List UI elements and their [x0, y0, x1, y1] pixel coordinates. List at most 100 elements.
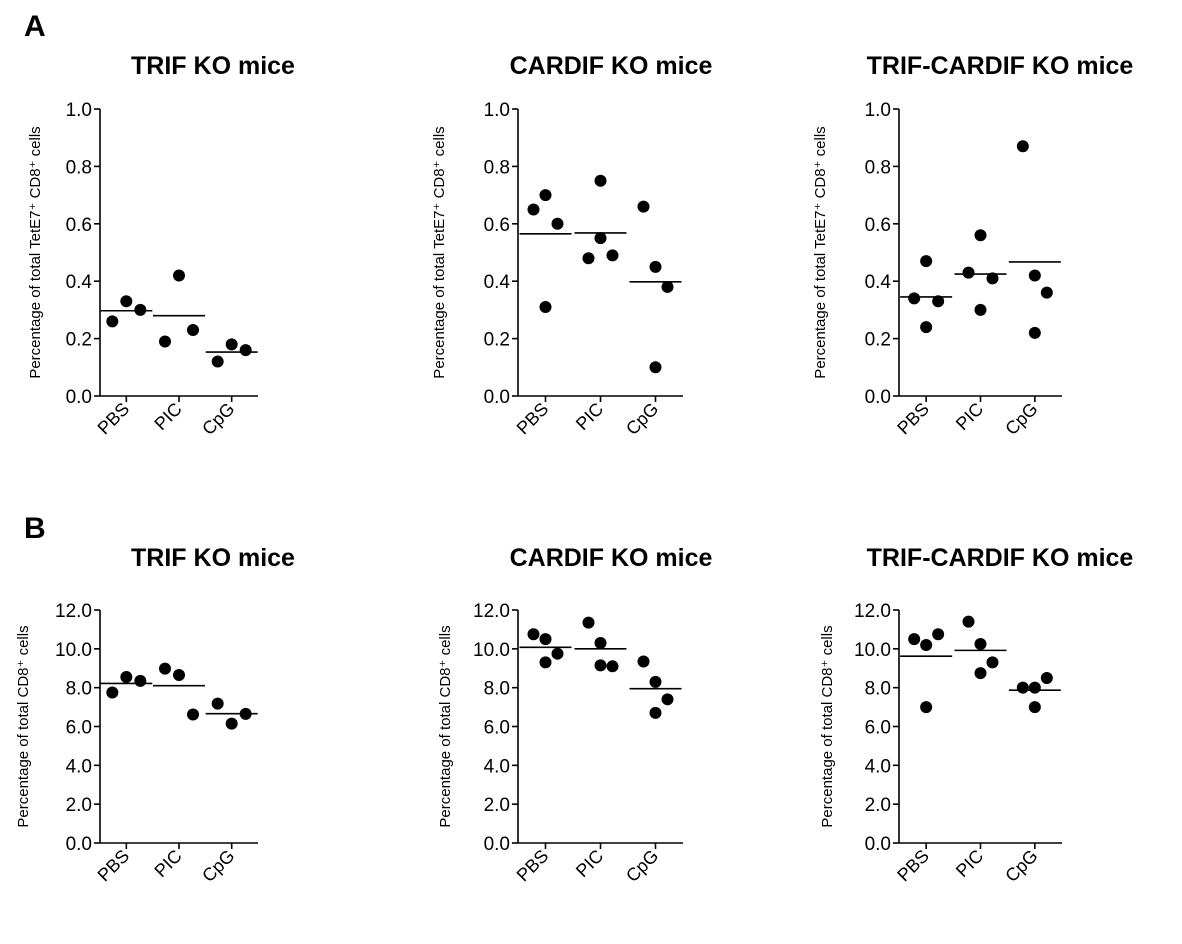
- chart-title: TRIF KO mice: [131, 544, 295, 572]
- data-point: [661, 693, 674, 706]
- data-point: [649, 260, 662, 273]
- y-tick-label: 0.0: [865, 834, 891, 855]
- y-tick-label: 0.2: [484, 330, 510, 351]
- data-point: [134, 303, 147, 316]
- x-tick-label: CpG: [198, 846, 238, 886]
- data-point: [908, 633, 921, 646]
- data-point: [211, 355, 224, 368]
- y-axis-label: Percentage of total TetE7⁺ CD8⁺ cells: [812, 126, 829, 378]
- y-tick-label: 6.0: [484, 718, 510, 739]
- data-point: [974, 667, 987, 680]
- x-tick-label: PIC: [572, 846, 607, 881]
- data-point: [932, 295, 945, 308]
- data-point: [1028, 326, 1041, 339]
- data-point: [551, 217, 564, 230]
- data-point: [187, 708, 199, 721]
- data-point: [1028, 269, 1041, 282]
- chart-title: TRIF KO mice: [131, 52, 295, 80]
- y-tick-label: 0.8: [484, 157, 510, 178]
- y-tick-label: 0.4: [865, 272, 892, 293]
- y-tick-label: 6.0: [865, 718, 891, 739]
- data-point: [1028, 681, 1041, 694]
- data-point: [173, 669, 185, 682]
- data-point: [637, 655, 650, 668]
- data-point: [932, 628, 945, 641]
- data-point: [920, 638, 933, 651]
- chart-6: TRIF-CARDIF KO mice Percentage of total C…: [819, 544, 1133, 886]
- y-tick-label: 0.0: [66, 834, 92, 855]
- y-tick-label: 2.0: [66, 795, 92, 816]
- data-point: [649, 675, 662, 688]
- y-axis-label: Percentage of total TetE7⁺ CD8⁺ cells: [431, 126, 448, 378]
- x-tick-label: CpG: [622, 399, 662, 439]
- y-tick-label: 4.0: [865, 756, 891, 777]
- y-tick-label: 0.6: [66, 215, 92, 236]
- data-point: [974, 229, 987, 242]
- data-point: [594, 232, 607, 245]
- data-point: [539, 189, 552, 202]
- y-tick-label: 12.0: [854, 601, 891, 622]
- chart-1: TRIF KO mice Percentage of total TetE7⁺ C…: [27, 52, 295, 439]
- y-tick-label: 2.0: [865, 795, 891, 816]
- y-tick-label: 10.0: [854, 640, 891, 661]
- y-tick-label: 0.0: [484, 834, 510, 855]
- data-point: [920, 255, 933, 268]
- y-tick-label: 4.0: [66, 756, 92, 777]
- data-point: [908, 292, 921, 305]
- chart-2: CARDIF KO mice Percentage of total TetE7⁺…: [431, 52, 712, 439]
- y-axis-label: Percentage of total CD8⁺ cells: [15, 625, 32, 827]
- y-tick-label: 1.0: [66, 100, 92, 121]
- y-axis-label: Percentage of total CD8⁺ cells: [819, 625, 836, 827]
- data-point: [106, 315, 119, 328]
- chart-title: CARDIF KO mice: [510, 544, 713, 572]
- y-tick-label: 0.6: [484, 215, 510, 236]
- data-point: [134, 674, 147, 687]
- chart-3: TRIF-CARDIF KO mice Percentage of total T…: [812, 52, 1133, 439]
- y-tick-label: 0.8: [865, 157, 891, 178]
- data-point: [920, 701, 933, 714]
- y-tick-label: 12.0: [55, 601, 92, 622]
- data-point: [1028, 701, 1041, 714]
- y-tick-label: 6.0: [66, 718, 92, 739]
- data-point: [106, 686, 119, 699]
- y-tick-label: 0.2: [66, 330, 92, 351]
- x-tick-label: PIC: [572, 399, 607, 434]
- chart-title: CARDIF KO mice: [510, 52, 713, 80]
- data-point: [159, 662, 171, 675]
- data-point: [225, 717, 238, 730]
- data-point: [962, 266, 975, 279]
- y-axis-label: Percentage of total CD8⁺ cells: [437, 625, 454, 827]
- y-tick-label: 12.0: [473, 601, 510, 622]
- y-tick-label: 0.4: [484, 272, 511, 293]
- y-tick-label: 0.6: [865, 215, 891, 236]
- data-point: [211, 697, 224, 710]
- y-tick-label: 1.0: [484, 100, 510, 121]
- data-point: [606, 660, 619, 673]
- data-point: [582, 252, 595, 265]
- x-tick-label: PBS: [513, 846, 553, 886]
- data-point: [649, 361, 662, 374]
- data-point: [637, 200, 650, 213]
- chart-5: CARDIF KO mice Percentage of total CD8⁺ c…: [437, 544, 712, 886]
- x-tick-label: PIC: [952, 399, 987, 434]
- x-tick-label: CpG: [1001, 846, 1041, 886]
- data-point: [594, 637, 607, 650]
- chart-title: TRIF-CARDIF KO mice: [867, 52, 1134, 80]
- data-point: [239, 344, 252, 357]
- x-tick-label: CpG: [622, 846, 662, 886]
- y-tick-label: 0.8: [66, 157, 92, 178]
- data-point: [1040, 671, 1053, 684]
- data-point: [920, 321, 933, 334]
- chart-title: TRIF-CARDIF KO mice: [867, 544, 1134, 572]
- x-tick-label: PBS: [94, 399, 134, 439]
- x-tick-label: CpG: [1001, 399, 1041, 439]
- data-point: [539, 633, 552, 646]
- y-tick-label: 1.0: [865, 100, 891, 121]
- data-point: [527, 628, 540, 641]
- data-point: [606, 249, 619, 262]
- data-point: [1040, 286, 1053, 299]
- y-tick-label: 10.0: [473, 640, 510, 661]
- data-point: [539, 301, 552, 314]
- data-point: [1016, 681, 1029, 694]
